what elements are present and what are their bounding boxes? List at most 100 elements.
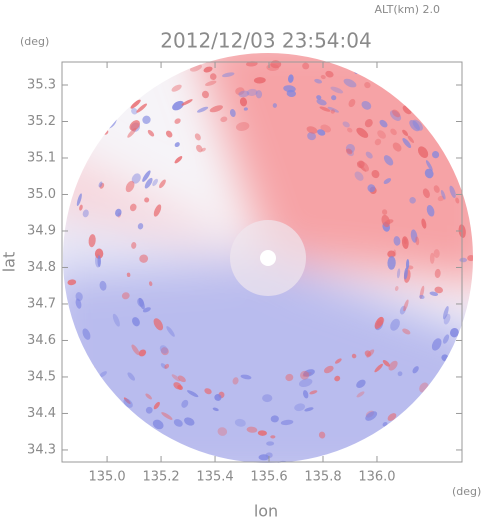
echo-speckle	[417, 146, 429, 159]
echo-speckle	[442, 306, 449, 320]
echo-speckle	[243, 107, 248, 111]
echo-speckle	[181, 99, 193, 106]
echo-speckle	[266, 441, 275, 446]
echo-speckle	[348, 98, 356, 108]
echo-speckle	[379, 119, 388, 128]
echo-speckle	[404, 267, 408, 280]
echo-speckle	[467, 255, 473, 262]
echo-speckle	[125, 180, 135, 193]
echo-speckles	[67, 54, 473, 463]
echo-speckle	[342, 121, 350, 128]
echo-speckle	[316, 95, 322, 100]
echo-speckle	[374, 138, 382, 146]
echo-speckle	[409, 197, 416, 204]
echo-speckle	[449, 185, 456, 198]
echo-speckle	[410, 229, 418, 243]
altitude-label: ALT(km) 2.0	[374, 3, 440, 16]
echo-speckle	[347, 127, 353, 133]
echo-speckle	[127, 372, 135, 381]
echo-speckle	[139, 254, 149, 263]
echo-speckle	[374, 316, 384, 329]
echo-speckle	[147, 129, 155, 137]
echo-speckle	[357, 160, 365, 169]
echo-speckle	[131, 344, 140, 356]
echo-speckle	[142, 115, 151, 124]
echo-speckle	[394, 285, 399, 291]
echo-speckle	[159, 345, 168, 354]
y-tick-label: 35.2	[27, 114, 56, 129]
echo-speckle	[232, 377, 239, 385]
echo-speckle	[217, 427, 228, 436]
echo-speckle	[330, 86, 344, 94]
echo-speckle	[309, 390, 318, 395]
neutral-band	[63, 215, 268, 275]
echo-speckle	[374, 363, 383, 373]
echo-speckle	[334, 358, 342, 364]
echo-speckle	[358, 161, 369, 172]
echo-speckle	[356, 379, 366, 389]
y-unit: (deg)	[20, 35, 49, 48]
x-tick-label: 135.0	[88, 470, 125, 485]
echo-speckle	[294, 403, 306, 412]
echo-speckle	[171, 374, 181, 382]
echo-speckle	[415, 236, 420, 246]
echo-speckle	[187, 390, 199, 398]
echo-speckle	[229, 109, 236, 117]
echo-speckle	[407, 135, 415, 143]
echo-speckle	[401, 236, 409, 250]
echo-speckle	[76, 193, 82, 207]
echo-speckle	[136, 103, 148, 113]
echo-speckle	[345, 148, 353, 155]
x-tick-label: 135.8	[304, 470, 341, 485]
x-tick-label: 135.4	[196, 470, 233, 485]
echo-speckle	[442, 334, 450, 344]
echo-speckle	[98, 181, 103, 188]
y-tick-label: 35.3	[27, 77, 56, 92]
y-tick-label: 34.4	[27, 406, 56, 421]
echo-speckle	[280, 419, 294, 426]
chart-title: 2012/12/03 23:54:04	[160, 29, 371, 53]
echo-speckle	[209, 105, 223, 113]
echo-speckle	[286, 89, 296, 98]
echo-speckle	[222, 72, 235, 78]
echo-speckle	[253, 77, 266, 84]
echo-speckle	[148, 281, 153, 287]
echo-speckle	[165, 130, 173, 138]
x-tick-label: 136.0	[358, 470, 395, 485]
echo-speckle	[99, 371, 107, 378]
echo-speckle	[402, 328, 411, 335]
echo-speckle	[381, 214, 391, 228]
echo-speckle	[307, 132, 317, 141]
echo-speckle	[153, 204, 162, 217]
echo-speckle	[405, 258, 410, 270]
echo-speckle	[209, 73, 217, 80]
echo-speckle	[317, 129, 326, 136]
echo-speckle	[429, 291, 439, 296]
echo-speckle	[434, 268, 441, 279]
echo-speckle	[361, 100, 372, 110]
y-axis-title: lat	[0, 252, 19, 273]
echo-speckle	[303, 369, 315, 377]
echo-speckle	[320, 74, 326, 80]
echo-speckle	[422, 188, 430, 199]
echo-speckle	[390, 318, 400, 331]
echo-speckle	[67, 279, 77, 286]
echo-speckle	[365, 411, 378, 421]
plot-frame	[61, 61, 463, 463]
echo-speckle	[365, 151, 373, 159]
echo-speckle	[429, 252, 435, 264]
echo-speckle	[383, 155, 394, 166]
echo-speckle	[201, 90, 210, 99]
echo-speckle	[403, 299, 409, 312]
echo-speckle	[255, 90, 263, 99]
echo-speckle	[433, 249, 440, 258]
echo-speckle	[172, 100, 184, 111]
echo-speckle	[197, 106, 209, 113]
echo-speckle	[131, 108, 138, 115]
y-tick-label: 34.3	[27, 442, 56, 457]
echo-speckle	[440, 189, 446, 200]
x-unit: (deg)	[452, 485, 481, 498]
echo-speckle	[121, 292, 130, 300]
x-tick-label: 135.6	[250, 470, 287, 485]
y-tick-label: 35.0	[27, 187, 56, 202]
